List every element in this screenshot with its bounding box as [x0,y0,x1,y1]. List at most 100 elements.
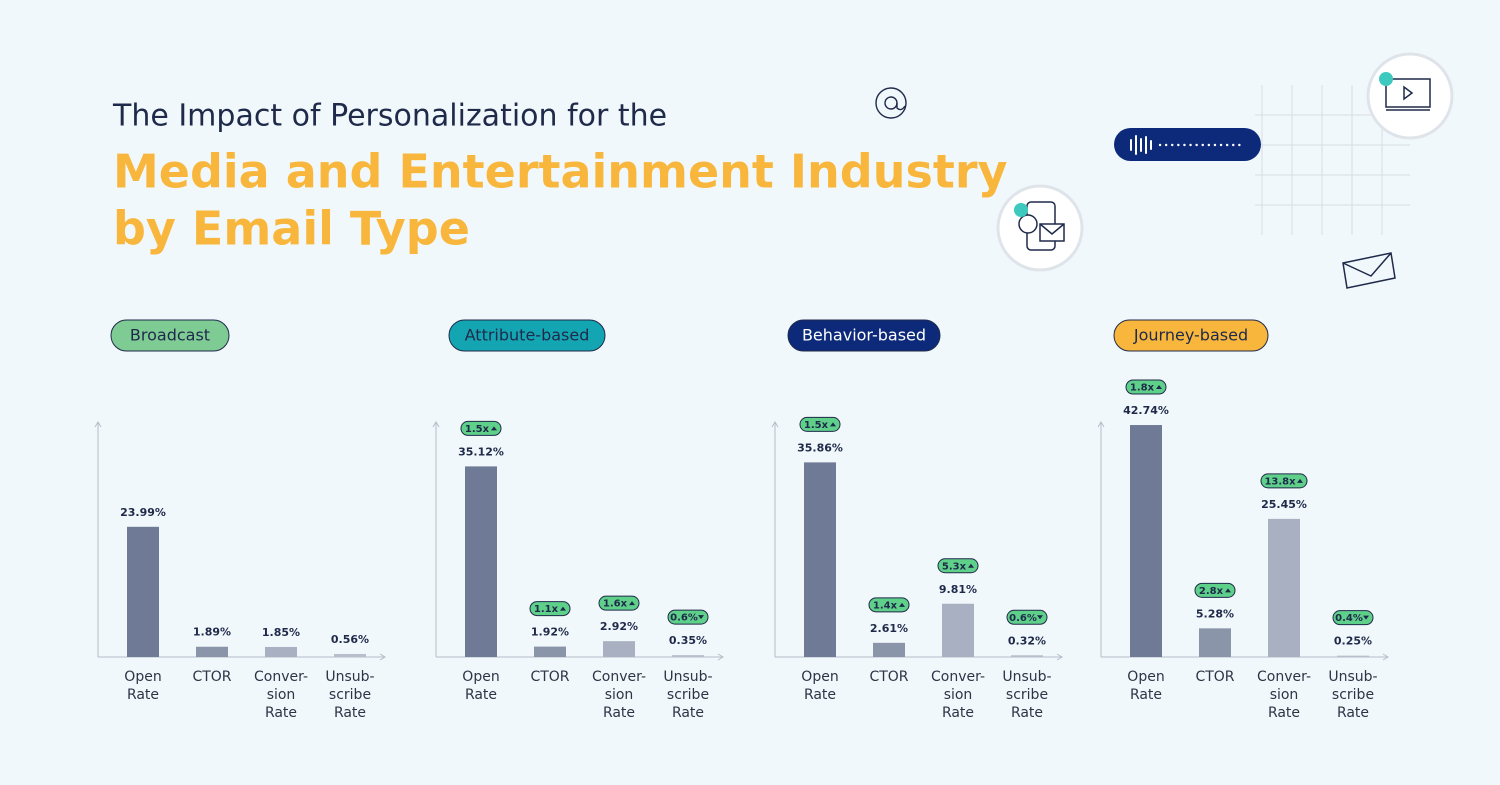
badge: 1.5x [799,416,841,432]
bar [672,655,704,657]
x-axis-arrow [717,653,724,661]
page-title: The Impact of Personalization for the [112,99,667,134]
x-tick-label: scribe [1006,687,1048,703]
badge-bg [1006,609,1048,625]
badge: 1.8x [1125,379,1167,395]
badge-arrow [1225,588,1231,593]
section-title: Behavior-based [802,326,926,345]
badge-bg [799,416,841,432]
x-tick-label: Unsub- [1328,669,1377,685]
x-tick-label: Rate [465,687,497,703]
bar [804,462,836,657]
badge-bg [1332,610,1374,626]
badge-label: 1.6x [603,599,628,610]
y-axis-arrow [1097,421,1105,428]
badge-arrow [1156,385,1162,390]
badge-arrow [1363,615,1369,620]
value-label: 0.35% [669,634,707,647]
badge-label: 1.4x [873,600,898,611]
x-tick-label: Open [124,669,161,685]
badge-label: 2.8x [1199,586,1224,597]
x-tick-label: Rate [804,687,836,703]
badge: 13.8x [1260,473,1308,489]
value-label: 9.81% [939,583,977,596]
badge-bg [868,597,910,613]
badge: 0.4% [1332,610,1374,626]
bar [1268,518,1300,657]
video-icon [1366,52,1454,140]
badge-bg [1125,379,1167,395]
page-subtitle: Media and Entertainment Industry [113,145,1008,199]
decor-grid [1255,85,1410,235]
page-subtitle: by Email Type [113,202,470,256]
bar [1199,628,1231,657]
y-axis-arrow [432,421,440,428]
value-label: 35.86% [797,441,843,454]
badge-bg [667,609,709,625]
x-tick-label: Unsub- [663,669,712,685]
section-title: Broadcast [130,326,210,345]
badge-label: 1.1x [534,604,559,615]
badge: 2.8x [1194,582,1236,598]
x-tick-label: Open [462,669,499,685]
x-tick-label: Conver- [254,669,308,685]
badge-arrow [1297,478,1303,483]
badge-label: 1.5x [465,424,490,435]
bar [465,466,497,657]
value-label: 0.32% [1008,634,1046,647]
x-tick-label: Unsub- [1002,669,1051,685]
value-label: 1.85% [262,626,300,639]
bar [265,646,297,657]
x-axis-arrow [1056,653,1063,661]
x-tick-label: Rate [942,705,974,721]
x-tick-label: Rate [265,705,297,721]
bar [127,526,159,657]
badge: 1.6x [598,595,640,611]
value-label: 1.92% [531,626,569,639]
value-label: 42.74% [1123,404,1169,417]
value-label: 2.92% [600,620,638,633]
x-tick-label: CTOR [530,669,569,685]
x-tick-label: CTOR [869,669,908,685]
badge-bg [529,601,571,617]
value-label: 2.61% [870,622,908,635]
badge-arrow [698,615,704,620]
bar [1130,425,1162,657]
x-tick-label: scribe [329,687,371,703]
x-tick-label: Rate [1130,687,1162,703]
badge-arrow [1037,615,1043,620]
value-label: 1.89% [193,626,231,639]
bar [534,646,566,657]
badge-bg [1260,473,1308,489]
section-pill [110,319,230,352]
bar [1337,655,1369,657]
x-tick-label: Rate [672,705,704,721]
badge-label: 5.3x [942,561,967,572]
x-tick-label: Rate [1011,705,1043,721]
bar [1011,655,1043,657]
x-tick-label: scribe [1332,687,1374,703]
x-tick-label: Rate [1268,705,1300,721]
badge-label: 1.5x [804,420,829,431]
x-tick-label: Open [801,669,838,685]
section-title: Journey-based [1133,326,1248,345]
badge-bg [460,420,502,436]
y-axis-arrow [771,421,779,428]
badge-bg [937,558,979,574]
bar [334,653,366,657]
badge-arrow [491,426,497,431]
x-tick-label: Conver- [931,669,985,685]
x-tick-label: CTOR [192,669,231,685]
badge-bg [1194,582,1236,598]
badge-bg [598,595,640,611]
badge-arrow [899,602,905,607]
bar [942,603,974,657]
x-tick-label: Rate [334,705,366,721]
value-label: 25.45% [1261,498,1307,511]
x-tick-label: sion [267,687,296,703]
value-label: 35.12% [458,445,504,458]
badge-arrow [968,563,974,568]
badge: 1.1x [529,601,571,617]
badge-arrow [629,601,635,606]
